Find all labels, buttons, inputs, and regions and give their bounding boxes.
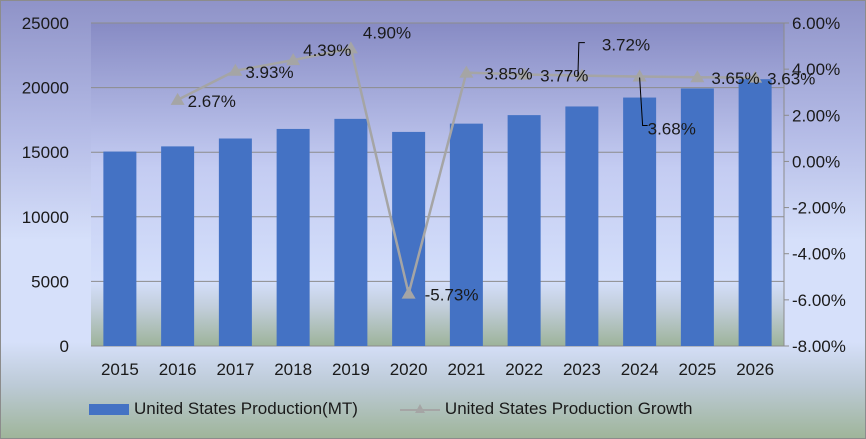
leader-line [639, 77, 648, 127]
growth-marker-triangle [459, 65, 474, 78]
bar [449, 123, 483, 347]
y-right-tick-label: 0.00% [792, 152, 840, 171]
bar [161, 146, 195, 346]
growth-data-label: -5.73% [425, 286, 479, 305]
x-tick-label: 2025 [678, 360, 716, 379]
x-tick-label: 2018 [274, 360, 312, 379]
growth-data-label: 3.85% [484, 65, 532, 84]
bar [276, 128, 310, 346]
growth-data-label: 3.63% [767, 70, 815, 89]
bar [103, 151, 137, 346]
growth-data-label: 4.90% [363, 23, 411, 42]
growth-marker-triangle [286, 53, 301, 66]
y-left-tick-label: 15000 [22, 143, 69, 162]
growth-data-label: 3.72% [602, 36, 650, 55]
x-tick-label: 2021 [447, 360, 485, 379]
y-right-tick-label: -6.00% [792, 291, 846, 310]
leader-line [577, 42, 585, 77]
x-tick-label: 2024 [621, 360, 659, 379]
x-tick-label: 2019 [332, 360, 370, 379]
growth-data-label: 3.65% [711, 69, 759, 88]
growth-marker-triangle [343, 41, 358, 54]
y-left-tick-label: 25000 [22, 14, 69, 33]
growth-marker-triangle [517, 67, 532, 80]
growth-marker-triangle [690, 70, 705, 83]
legend: United States Production(MT) United Stat… [89, 399, 735, 419]
bar [738, 79, 772, 347]
x-tick-label: 2023 [563, 360, 601, 379]
y-left-tick-label: 5000 [31, 272, 69, 291]
y-right-tick-label: 4.00% [792, 60, 840, 79]
growth-marker-triangle [401, 286, 416, 299]
y-right-tick-label: -4.00% [792, 245, 846, 264]
growth-marker-triangle [574, 68, 589, 81]
legend-label-production: United States Production(MT) [134, 399, 358, 418]
y-right-tick-label: -2.00% [792, 199, 846, 218]
growth-marker-triangle [748, 70, 763, 83]
x-tick-label: 2022 [505, 360, 543, 379]
legend-item-production: United States Production(MT) [89, 399, 358, 419]
bar [623, 97, 657, 346]
bar [680, 88, 714, 347]
y-left-tick-label: 20000 [22, 79, 69, 98]
y-left-tick-label: 0 [60, 337, 69, 356]
growth-data-label: 3.93% [245, 63, 293, 82]
growth-data-label: 2.67% [188, 92, 236, 111]
growth-marker-triangle [632, 69, 647, 82]
growth-data-label: 4.39% [303, 41, 351, 60]
growth-marker-triangle [228, 63, 243, 76]
x-tick-label: 2015 [101, 360, 139, 379]
growth-marker-triangle [170, 92, 185, 105]
growth-data-label: 3.77% [540, 66, 588, 85]
legend-label-growth: United States Production Growth [444, 399, 693, 418]
y-left-tick-label: 10000 [22, 208, 69, 227]
y-right-tick-label: 2.00% [792, 106, 840, 125]
bar [392, 131, 426, 346]
legend-item-growth: United States Production Growth [399, 399, 693, 419]
y-right-tick-label: -8.00% [792, 337, 846, 356]
legend-bar-swatch-icon [89, 403, 129, 415]
legend-line-triangle-icon [399, 403, 440, 415]
bar [334, 118, 368, 347]
y-right-tick-label: 6.00% [792, 14, 840, 33]
x-tick-label: 2016 [159, 360, 197, 379]
bar [565, 106, 599, 347]
bar [507, 115, 541, 346]
x-tick-label: 2026 [736, 360, 774, 379]
growth-data-label: 3.68% [648, 120, 696, 139]
bar [218, 138, 252, 346]
x-tick-label: 2017 [216, 360, 254, 379]
x-tick-label: 2020 [390, 360, 428, 379]
